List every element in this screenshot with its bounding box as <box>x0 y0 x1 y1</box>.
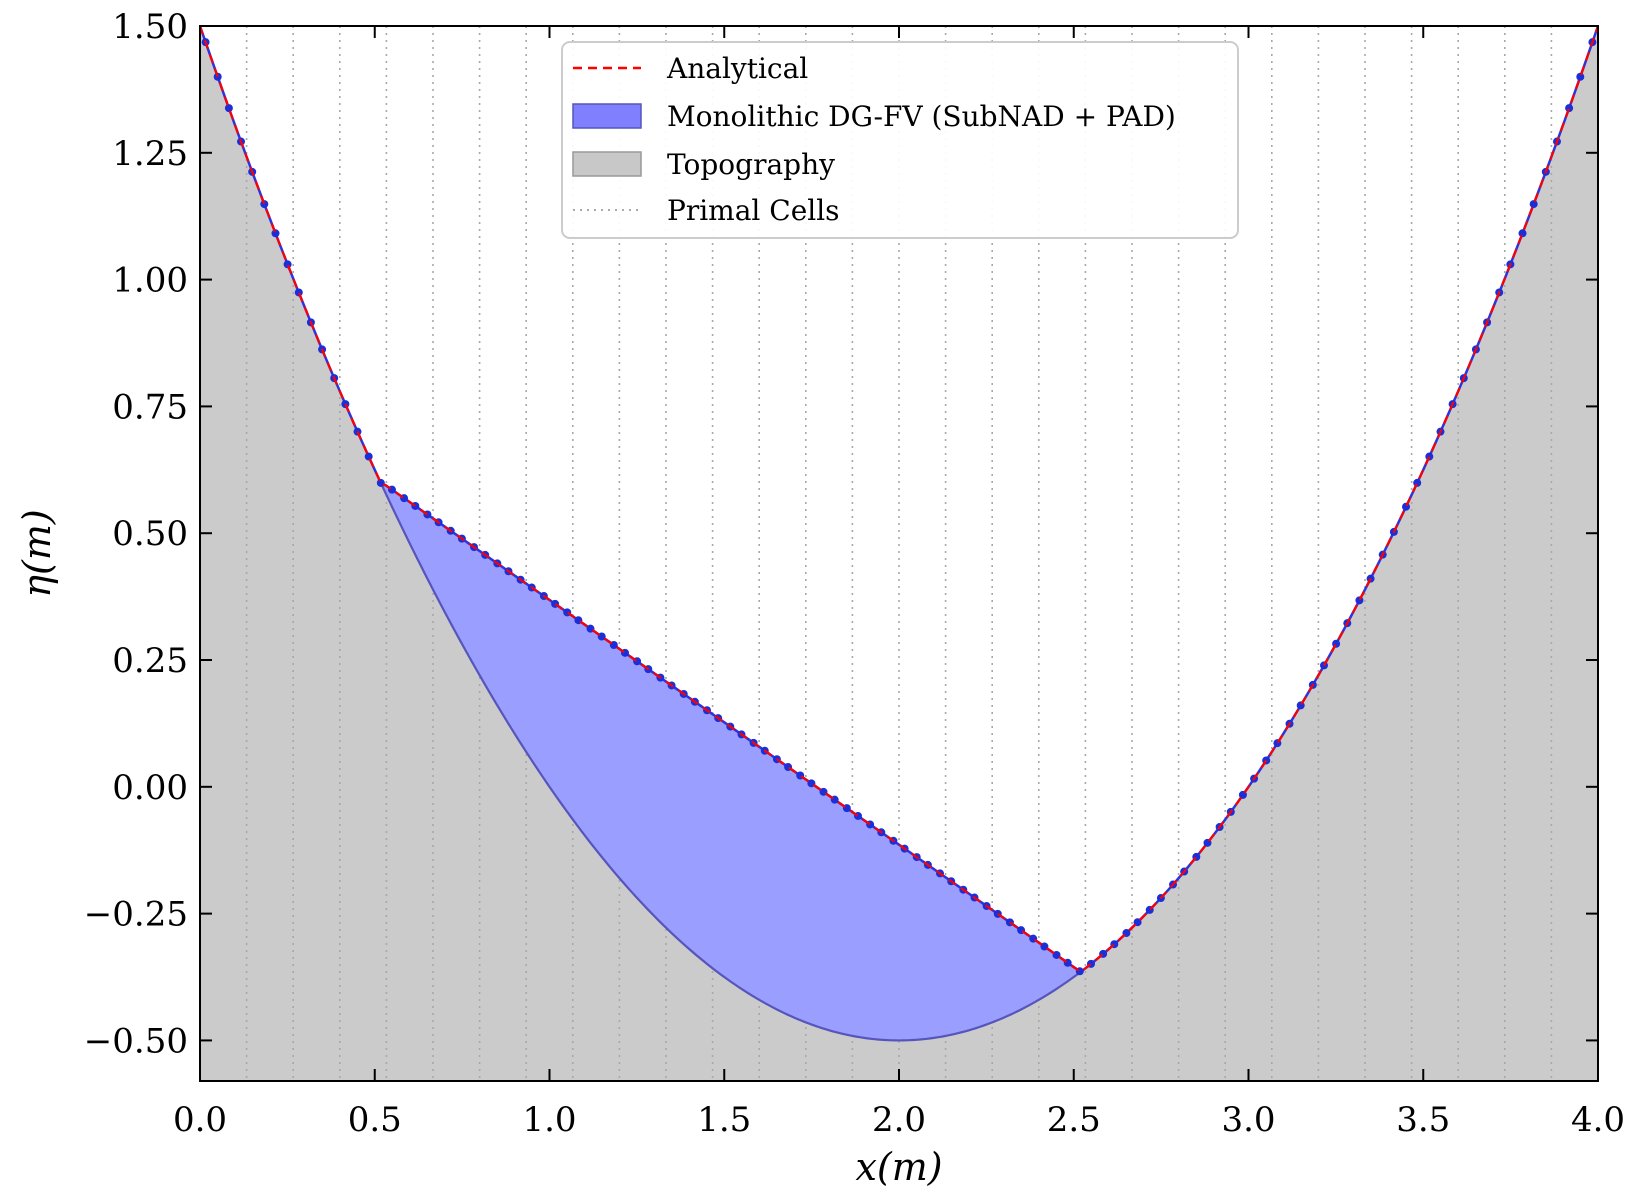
numerical-point <box>1402 502 1411 511</box>
y-tick-label: 0.25 <box>112 641 188 681</box>
legend-box <box>561 41 1239 239</box>
x-axis-title: x(m) <box>855 1145 942 1189</box>
y-tick-label: −0.25 <box>84 895 188 935</box>
y-tick-label: 1.25 <box>112 134 188 174</box>
legend-label: Monolithic DG-FV (SubNAD + PAD) <box>667 100 1176 133</box>
y-tick-label: 1.00 <box>112 261 188 301</box>
x-tick-label: 3.5 <box>1396 1100 1450 1140</box>
legend-label: Primal Cells <box>667 194 840 227</box>
analytical-line <box>198 25 1600 974</box>
x-tick-label: 1.0 <box>522 1100 576 1140</box>
numerical-point <box>1565 104 1574 113</box>
legend-label: Topography <box>667 148 835 181</box>
topography-area <box>200 26 1598 1081</box>
numerical-point <box>1413 478 1422 487</box>
numerical-point <box>1425 452 1434 461</box>
numerical-point <box>1040 942 1049 951</box>
legend-label: Analytical <box>666 52 808 85</box>
y-axis-title: η(m) <box>15 509 59 597</box>
numerical-point <box>1052 950 1061 959</box>
numerical-point <box>283 260 292 269</box>
y-tick-label: 0.50 <box>112 514 188 554</box>
numerical-point <box>294 288 303 297</box>
y-tick-label: 1.50 <box>112 7 188 47</box>
numerical-point <box>1529 200 1538 209</box>
numerical-point <box>364 452 373 461</box>
legend-topography-swatch <box>572 151 642 177</box>
x-tick-label: 3.0 <box>1221 1100 1275 1140</box>
x-tick-label: 2.0 <box>872 1100 926 1140</box>
x-tick-label: 0.0 <box>173 1100 227 1140</box>
numerical-point <box>1133 918 1142 927</box>
numerical-point <box>1518 229 1527 238</box>
numerical-point <box>260 200 269 209</box>
x-tick-label: 4.0 <box>1571 1100 1625 1140</box>
numerical-point <box>271 229 280 238</box>
y-tick-label: 0.00 <box>112 768 188 808</box>
x-tick-label: 2.5 <box>1047 1100 1101 1140</box>
axes: 0.0 0.5 1.0 1.5 2.0 2.5 3.0 3.5 4.0 1.50 1.25 1.00 0… <box>15 7 1625 1189</box>
y-tick-label: 0.75 <box>112 387 188 427</box>
legend-water-swatch <box>572 103 642 129</box>
numerical-point <box>224 104 233 113</box>
x-tick-label: 1.5 <box>697 1100 751 1140</box>
legend: Analytical Monolithic DG-FV (SubNAD + PAD… <box>561 41 1239 239</box>
y-tick-label: −0.50 <box>84 1021 188 1061</box>
numerical-point <box>1576 72 1585 81</box>
x-tick-label: 0.5 <box>348 1100 402 1140</box>
numerical-point <box>1355 596 1364 605</box>
